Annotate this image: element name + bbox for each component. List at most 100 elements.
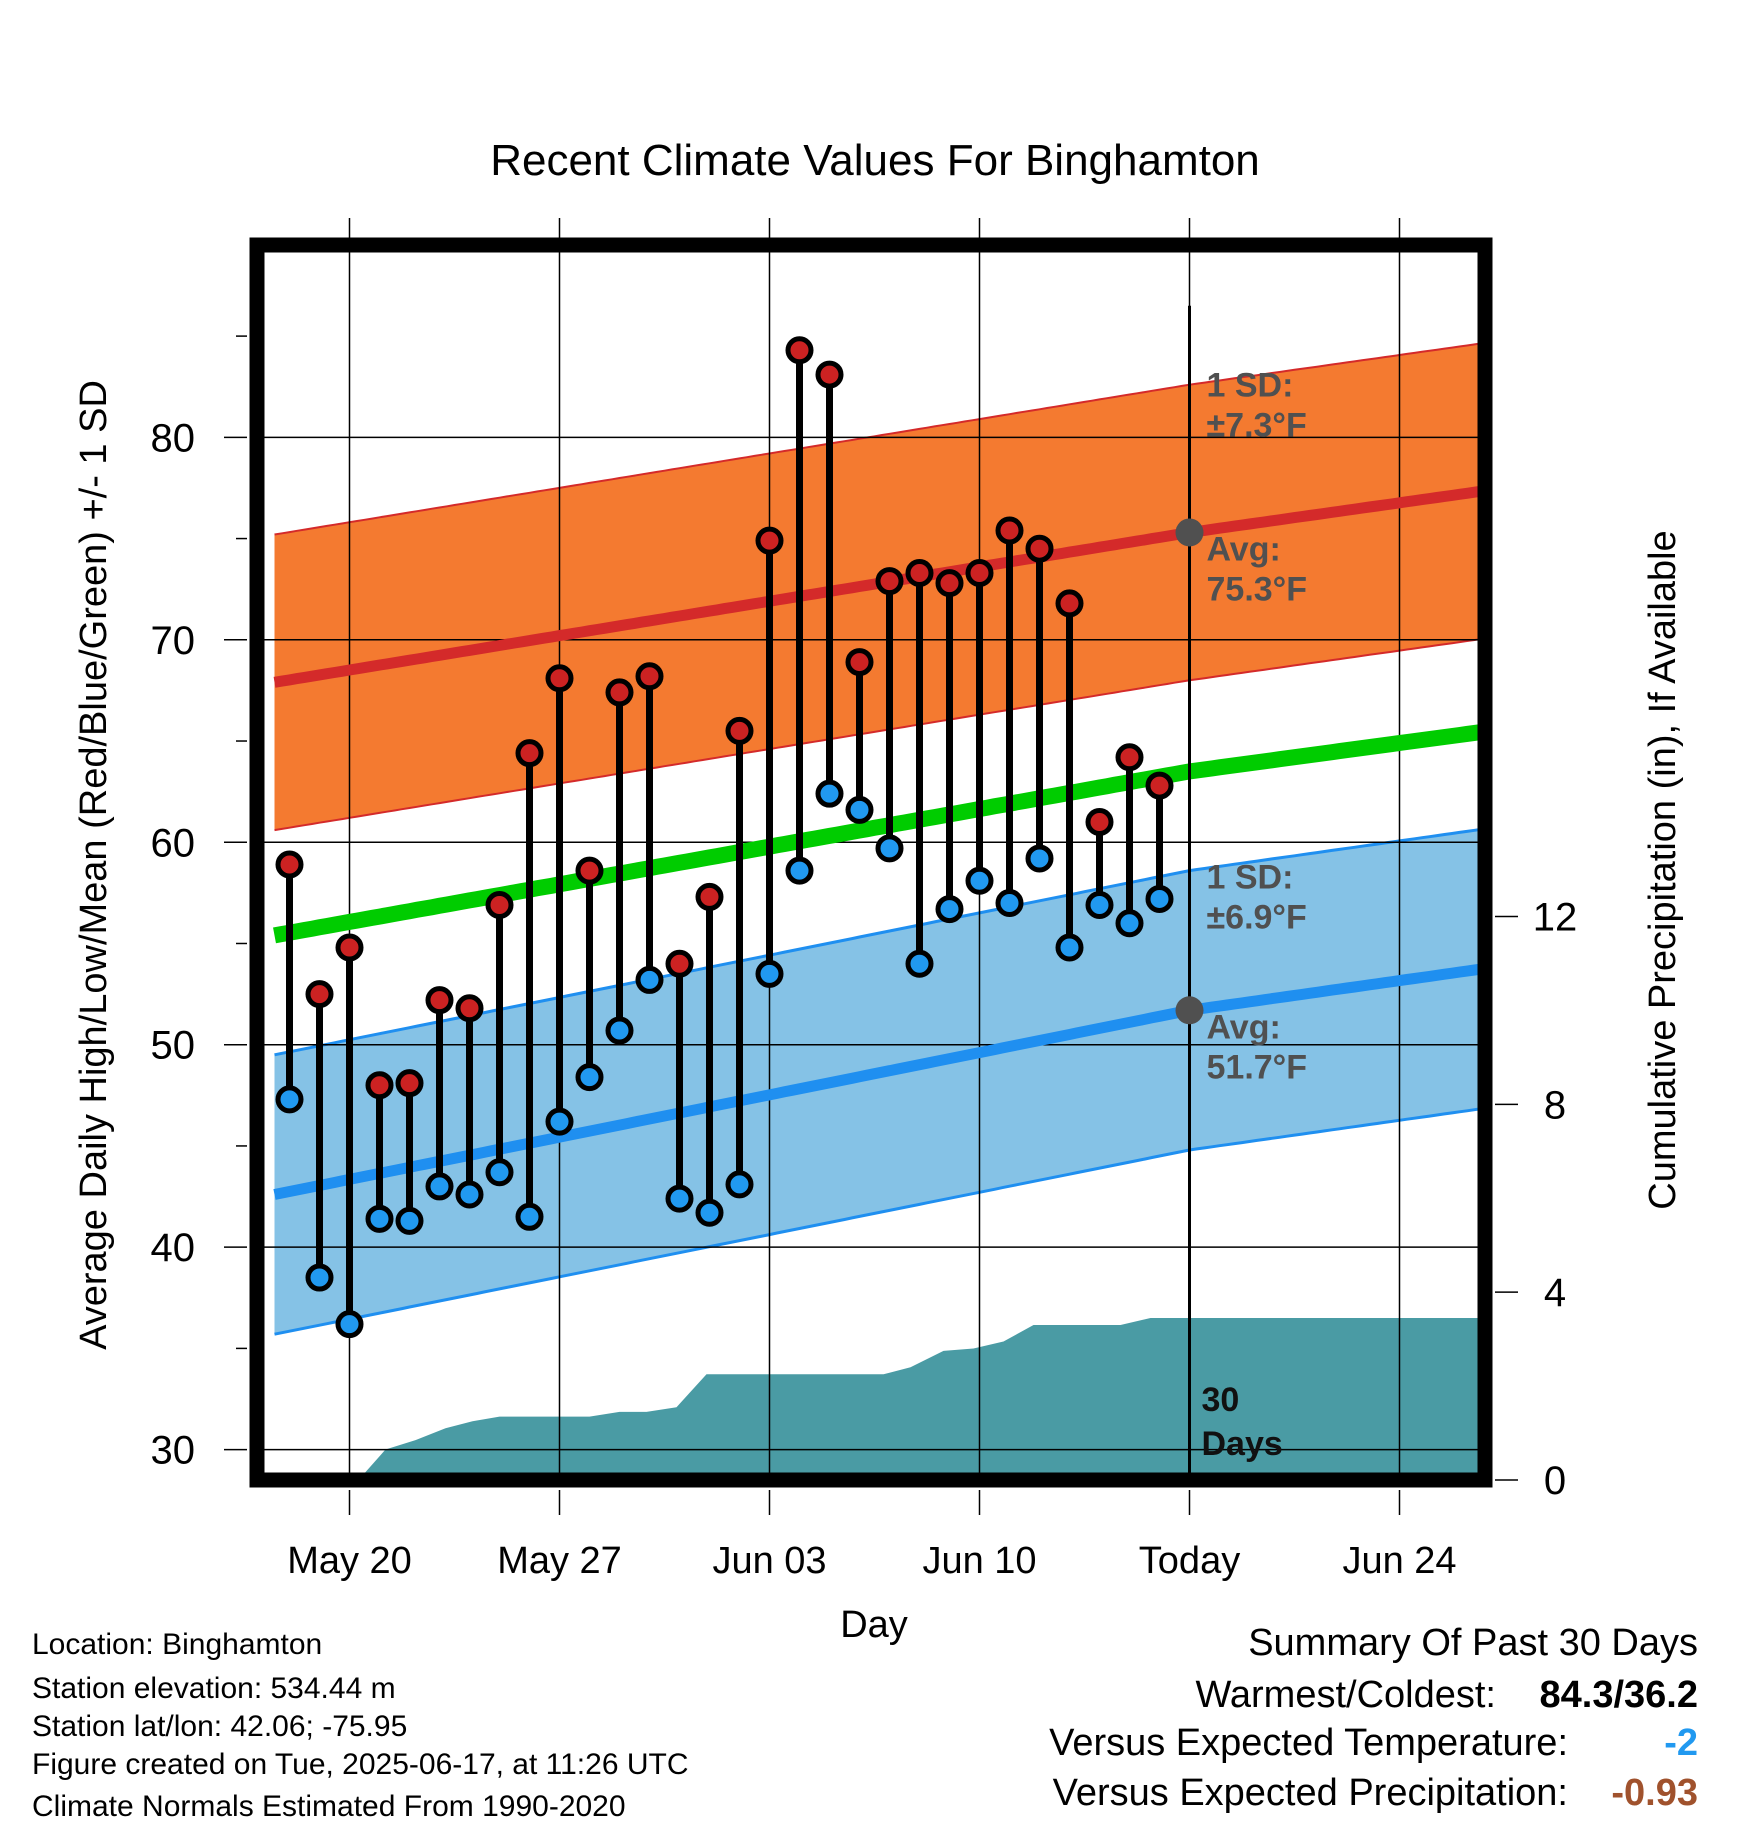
daily-high-point [965,558,994,587]
low-band-lower-edge [274,1106,1485,1336]
daily-high-point [305,980,334,1009]
daily-high-point [1085,808,1114,837]
plot-frame [249,237,1493,1488]
daily-high-point [995,516,1024,545]
daily-high-point [515,739,544,768]
daily-high-point [1115,743,1144,772]
daily-high-point [545,664,574,693]
summary-temp-value: -2 [1664,1722,1698,1764]
y-tick-label: 50 [151,1024,196,1068]
high-band-upper-edge [274,341,1485,536]
footer-location: Location: Binghamton [32,1628,323,1661]
daily-high-point [635,662,664,691]
low-sd-band [274,828,1485,1335]
y2-axis-label: Cumulative Precipitation (in), If Availa… [1642,530,1684,1209]
daily-high-point [695,882,724,911]
daily-high-point [935,569,964,598]
y-tick-label: 40 [151,1226,196,1270]
x-tick-label: Jun 03 [712,1540,826,1582]
precip-area [358,1318,1485,1480]
daily-high-point [365,1071,394,1100]
daily-low-point [995,888,1024,917]
daily-high-point [605,678,634,707]
y-tick-label: 60 [151,821,196,865]
daily-low-point [485,1158,514,1187]
footer-created: Figure created on Tue, 2025-06-17, at 11… [32,1748,689,1781]
daily-low-point [305,1263,334,1292]
daily-low-point [1025,844,1054,873]
daily-low-point [845,795,874,824]
low-avg-annotation: Avg: 51.7°F [1207,1008,1308,1086]
high-avg-annotation: Avg: 75.3°F [1207,530,1308,608]
daily-high-point [1055,589,1084,618]
daily-low-point [515,1202,544,1231]
summary-warmest-label: Warmest/Coldest: [1195,1674,1496,1716]
footer-elevation: Station elevation: 534.44 m [32,1672,396,1705]
daily-high-point [275,850,304,879]
summary-precip-label: Versus Expected Precipitation: [1052,1772,1568,1814]
y2-tick-label: 0 [1544,1459,1566,1503]
y-axis-label: Average Daily High/Low/Mean (Red/Blue/Gr… [73,380,115,1350]
daily-high-point [785,336,814,365]
daily-low-point [695,1198,724,1227]
daily-low-point [545,1107,574,1136]
daily-low-point [635,965,664,994]
x-axis-label: Day [840,1604,908,1646]
daily-high-point [485,891,514,920]
daily-high-point [425,986,454,1015]
daily-low-point [815,779,844,808]
daily-low-point [425,1172,454,1201]
daily-low-point [605,1016,634,1045]
daily-low-point [1055,933,1084,962]
daily-low-point [725,1170,754,1199]
daily-high-point [1025,534,1054,563]
daily-high-point [725,716,754,745]
x-tick-label: May 27 [497,1540,622,1582]
y2-tick-label: 4 [1544,1271,1566,1315]
summary-precip-value: -0.93 [1611,1772,1698,1814]
precip-days-label: 30 Days [1202,1381,1283,1463]
daily-low-point [935,895,964,924]
daily-low-point [965,866,994,895]
x-tick-label: Jun 24 [1342,1540,1456,1582]
low-sd-annotation: 1 SD: ±6.9°F [1207,859,1307,937]
daily-low-point [335,1310,364,1339]
y2-tick-label: 12 [1533,896,1578,940]
daily-high-point [455,994,484,1023]
daily-low-point [365,1204,394,1233]
daily-high-point [665,949,694,978]
daily-low-point [785,856,814,885]
y2-tick-label: 8 [1544,1083,1566,1127]
x-tick-label: May 20 [287,1540,412,1582]
low-avg-line [273,962,1485,1200]
daily-low-point [1085,891,1114,920]
daily-low-point [395,1206,424,1235]
daily-high-point [335,933,364,962]
footer-latlon: Station lat/lon: 42.06; -75.95 [32,1710,408,1743]
daily-low-point [1115,909,1144,938]
chart-title: Recent Climate Values For Binghamton [490,136,1260,185]
daily-low-point [665,1184,694,1213]
daily-low-point [1145,884,1174,913]
daily-high-point [575,856,604,885]
summary-temp-label: Versus Expected Temperature: [1049,1722,1568,1764]
daily-high-point [875,567,904,596]
daily-high-point [845,648,874,677]
y-tick-label: 70 [151,619,196,663]
summary-warmest-value: 84.3/36.2 [1539,1674,1698,1716]
daily-low-point [875,834,904,863]
plot-area [257,245,1485,1480]
footer-normals: Climate Normals Estimated From 1990-2020 [32,1790,626,1823]
summary-heading: Summary Of Past 30 Days [1248,1622,1698,1664]
daily-low-point [275,1085,304,1114]
daily-high-point [815,360,844,389]
low-avg-marker [1175,996,1204,1025]
daily-high-point [905,558,934,587]
x-tick-label: Today [1139,1540,1240,1582]
y-tick-label: 30 [151,1429,196,1473]
daily-high-point [755,526,784,555]
daily-high-point [395,1069,424,1098]
daily-low-point [455,1180,484,1209]
daily-high-point [1145,771,1174,800]
